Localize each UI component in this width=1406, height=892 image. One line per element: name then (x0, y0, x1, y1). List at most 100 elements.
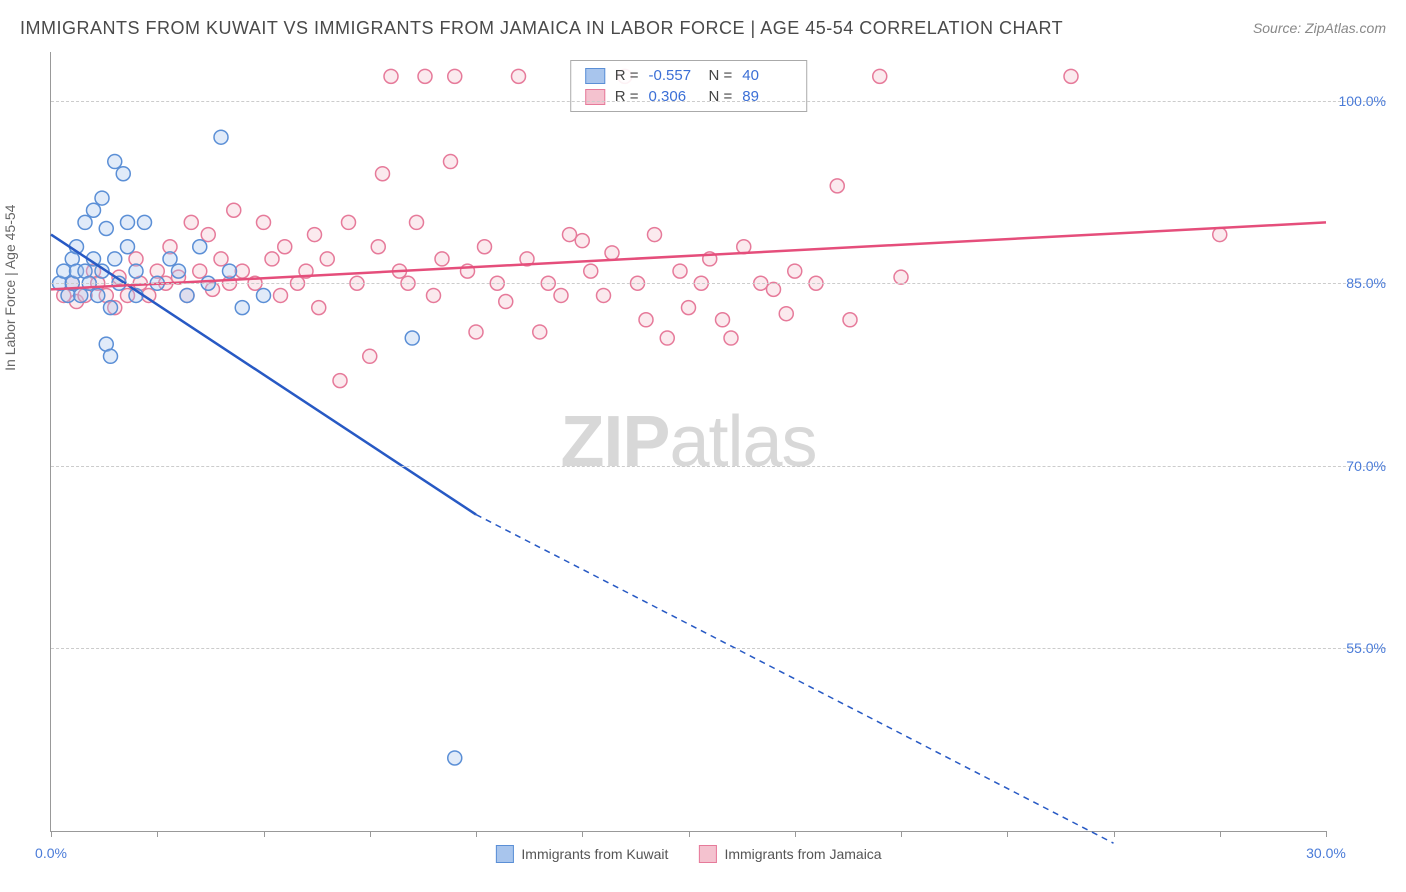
x-tick (264, 831, 265, 837)
legend-item-kuwait: Immigrants from Kuwait (495, 845, 668, 863)
data-point-jamaica (554, 288, 568, 302)
data-point-jamaica (235, 264, 249, 278)
x-tick-label: 0.0% (35, 845, 67, 861)
data-point-jamaica (682, 301, 696, 315)
r-value-jamaica: 0.306 (649, 88, 699, 105)
data-point-kuwait (87, 203, 101, 217)
data-point-kuwait (172, 264, 186, 278)
data-point-jamaica (724, 331, 738, 345)
chart-plot-area: ZIPatlas R = -0.557 N = 40 R = 0.306 N =… (50, 52, 1326, 832)
x-tick (476, 831, 477, 837)
data-point-jamaica (873, 69, 887, 83)
data-point-kuwait (116, 167, 130, 181)
data-point-jamaica (448, 69, 462, 83)
data-point-kuwait (180, 288, 194, 302)
data-point-jamaica (716, 313, 730, 327)
data-point-kuwait (95, 191, 109, 205)
data-point-jamaica (427, 288, 441, 302)
n-label: N = (709, 88, 733, 105)
grid-line (51, 466, 1386, 467)
x-tick (582, 831, 583, 837)
x-tick (1220, 831, 1221, 837)
legend-item-jamaica: Immigrants from Jamaica (698, 845, 881, 863)
swatch-jamaica (585, 89, 605, 105)
data-point-jamaica (1213, 228, 1227, 242)
n-value-jamaica: 89 (742, 88, 792, 105)
data-point-kuwait (214, 130, 228, 144)
grid-line (51, 648, 1386, 649)
data-point-kuwait (104, 349, 118, 363)
x-tick (795, 831, 796, 837)
data-point-jamaica (894, 270, 908, 284)
n-value-kuwait: 40 (742, 67, 792, 84)
data-point-jamaica (410, 215, 424, 229)
x-tick (370, 831, 371, 837)
data-point-jamaica (830, 179, 844, 193)
x-tick (1007, 831, 1008, 837)
x-tick (901, 831, 902, 837)
data-point-kuwait (129, 264, 143, 278)
x-tick (1326, 831, 1327, 837)
x-tick (1114, 831, 1115, 837)
data-point-jamaica (320, 252, 334, 266)
data-point-jamaica (444, 155, 458, 169)
data-point-jamaica (584, 264, 598, 278)
series-legend: Immigrants from Kuwait Immigrants from J… (495, 845, 881, 863)
data-point-jamaica (435, 252, 449, 266)
data-point-jamaica (469, 325, 483, 339)
data-point-jamaica (499, 295, 513, 309)
data-point-jamaica (563, 228, 577, 242)
trend-line-kuwait (51, 235, 476, 515)
correlation-stats-legend: R = -0.557 N = 40 R = 0.306 N = 89 (570, 60, 808, 112)
data-point-jamaica (184, 215, 198, 229)
data-point-kuwait (91, 288, 105, 302)
data-point-kuwait (78, 215, 92, 229)
data-point-jamaica (265, 252, 279, 266)
n-label: N = (709, 67, 733, 84)
stats-row-jamaica: R = 0.306 N = 89 (585, 86, 793, 107)
data-point-jamaica (597, 288, 611, 302)
r-label: R = (615, 67, 639, 84)
chart-title: IMMIGRANTS FROM KUWAIT VS IMMIGRANTS FRO… (20, 18, 1063, 39)
data-point-jamaica (376, 167, 390, 181)
data-point-kuwait (121, 215, 135, 229)
data-point-kuwait (99, 221, 113, 235)
grid-line (51, 101, 1386, 102)
data-point-kuwait (448, 751, 462, 765)
data-point-jamaica (193, 264, 207, 278)
data-point-kuwait (104, 301, 118, 315)
data-point-kuwait (121, 240, 135, 254)
data-point-jamaica (308, 228, 322, 242)
legend-swatch-jamaica (698, 845, 716, 863)
data-point-jamaica (371, 240, 385, 254)
data-point-jamaica (660, 331, 674, 345)
data-point-jamaica (605, 246, 619, 260)
data-point-jamaica (342, 215, 356, 229)
data-point-kuwait (193, 240, 207, 254)
grid-line (51, 283, 1386, 284)
data-point-jamaica (384, 69, 398, 83)
data-point-kuwait (235, 301, 249, 315)
scatter-plot-svg (51, 52, 1326, 831)
data-point-kuwait (74, 288, 88, 302)
data-point-jamaica (274, 288, 288, 302)
y-tick-label: 55.0% (1331, 640, 1386, 656)
r-label: R = (615, 88, 639, 105)
data-point-jamaica (278, 240, 292, 254)
data-point-jamaica (1064, 69, 1078, 83)
data-point-jamaica (779, 307, 793, 321)
x-tick-label: 30.0% (1306, 845, 1346, 861)
data-point-jamaica (512, 69, 526, 83)
data-point-jamaica (533, 325, 547, 339)
y-tick-label: 100.0% (1331, 93, 1386, 109)
y-tick-label: 85.0% (1331, 275, 1386, 291)
data-point-jamaica (418, 69, 432, 83)
data-point-jamaica (767, 282, 781, 296)
data-point-jamaica (788, 264, 802, 278)
data-point-kuwait (108, 155, 122, 169)
trend-line-kuwait-ext (476, 515, 1114, 844)
data-point-kuwait (257, 288, 271, 302)
source-attribution: Source: ZipAtlas.com (1253, 20, 1386, 36)
x-tick (51, 831, 52, 837)
legend-label-jamaica: Immigrants from Jamaica (724, 846, 881, 862)
